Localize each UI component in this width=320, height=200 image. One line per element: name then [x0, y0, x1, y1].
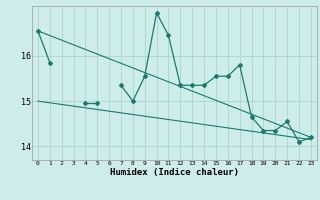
X-axis label: Humidex (Indice chaleur): Humidex (Indice chaleur): [110, 168, 239, 177]
